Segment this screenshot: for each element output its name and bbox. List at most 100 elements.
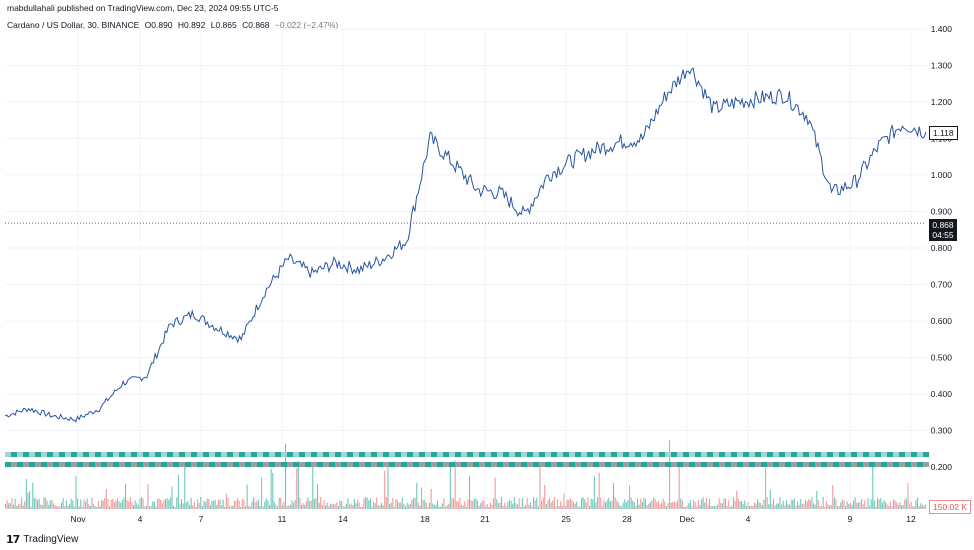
volume-bar — [200, 497, 202, 509]
volume-bar — [862, 504, 864, 509]
volume-bar — [864, 500, 866, 509]
volume-bar — [531, 506, 533, 509]
volume-bar — [133, 505, 135, 509]
volume-bar — [595, 502, 597, 509]
indicator-band-cell — [911, 462, 917, 467]
volume-bar — [489, 502, 491, 509]
volume-bar — [373, 501, 375, 509]
volume-bar — [576, 501, 578, 509]
indicator-band-cell — [683, 462, 689, 467]
indicator-band-cell — [833, 462, 839, 467]
indicator-band-cell — [905, 452, 911, 457]
indicator-band-cell — [479, 452, 485, 457]
volume-bar — [805, 499, 807, 509]
indicator-band-cell — [695, 462, 701, 467]
volume-bar — [630, 497, 632, 509]
volume-bar — [789, 504, 791, 509]
volume-bar — [337, 506, 339, 509]
volume-bar — [248, 505, 250, 509]
indicator-band-cell — [533, 462, 539, 467]
volume-bar — [49, 500, 51, 509]
indicator-band-cell — [281, 462, 287, 467]
volume-bar — [893, 499, 895, 509]
volume-bar — [597, 497, 599, 509]
time-tick-label: 14 — [338, 514, 348, 524]
indicator-band-cell — [263, 452, 269, 457]
indicator-band-cell — [341, 452, 347, 457]
time-axis[interactable]: Nov 4 7 11 14 18 21 25 28 Dec 4 9 12 — [70, 514, 916, 524]
volume-bar — [589, 505, 591, 509]
volume-bar — [433, 504, 435, 509]
indicator-band-cell — [785, 452, 791, 457]
volume-bar — [825, 500, 827, 509]
indicator-band-cell — [263, 462, 269, 467]
volume-bar — [662, 498, 664, 509]
volume-bar — [264, 501, 266, 509]
volume-bar — [584, 499, 586, 509]
volume-bar — [632, 500, 634, 509]
volume-bar — [429, 502, 431, 509]
indicator-band-cell — [509, 462, 515, 467]
volume-bar — [48, 504, 50, 509]
indicator-band-cell — [647, 462, 653, 467]
volume-bar — [201, 506, 203, 509]
volume-bar — [507, 501, 509, 509]
volume-bar — [38, 498, 40, 509]
volume-bar — [259, 505, 261, 509]
tradingview-logo[interactable]: 17 TradingView — [6, 533, 78, 546]
indicator-band-cell — [59, 452, 65, 457]
volume-bar — [800, 499, 802, 509]
volume-bar — [470, 500, 472, 509]
volume-bar — [505, 506, 507, 509]
volume-bar — [590, 498, 592, 509]
volume-bar — [608, 498, 610, 509]
indicator-band-cell — [629, 452, 635, 457]
volume-bar — [649, 501, 651, 509]
indicator-band-cell — [731, 452, 737, 457]
volume-bar — [832, 485, 834, 509]
indicator-band-cell — [89, 462, 95, 467]
volume-bar — [857, 502, 859, 509]
time-tick-label: 21 — [480, 514, 490, 524]
volume-bar — [609, 501, 611, 509]
volume-bar — [245, 506, 247, 509]
volume-bar — [142, 498, 144, 509]
indicator-band-cell — [299, 462, 305, 467]
indicator-band-cell — [323, 452, 329, 457]
volume-bar — [353, 498, 355, 509]
indicator-band-cell — [587, 452, 593, 457]
indicator-band-cell — [131, 452, 137, 457]
volume-bar — [441, 503, 443, 509]
volume-bar — [459, 497, 461, 509]
indicator-band-cell — [497, 462, 503, 467]
volume-bar — [419, 505, 421, 509]
volume-bar — [161, 503, 163, 509]
volume-bar — [377, 505, 379, 509]
indicator-band-cell — [137, 452, 143, 457]
indicator-band-cell — [335, 452, 341, 457]
indicator-band-cell — [311, 462, 317, 467]
price-axis[interactable]: 1.4001.3001.2001.1001.0000.9000.8000.700… — [931, 24, 953, 472]
volume-bar — [665, 506, 667, 509]
volume-bar — [529, 502, 531, 509]
volume-bar — [697, 499, 699, 509]
volume-bar — [677, 500, 679, 509]
indicator-band-cell — [425, 452, 431, 457]
volume-bar — [197, 499, 199, 509]
volume-bar — [43, 497, 45, 509]
symbol-title[interactable]: Cardano / US Dollar, 30, BINANCE — [7, 20, 140, 30]
volume-bar — [627, 500, 629, 509]
volume-bar — [417, 502, 419, 509]
volume-bar — [881, 502, 883, 509]
indicator-band-cell — [731, 462, 737, 467]
indicator-band-cell — [563, 462, 569, 467]
volume-bar — [384, 470, 386, 509]
indicator-band-cell — [101, 462, 107, 467]
indicator-bands — [5, 452, 929, 467]
indicator-band-cell — [257, 452, 263, 457]
volume-bar — [344, 506, 346, 509]
volume-bar — [553, 497, 555, 509]
volume-bar — [486, 504, 488, 509]
volume-bar — [635, 505, 637, 509]
